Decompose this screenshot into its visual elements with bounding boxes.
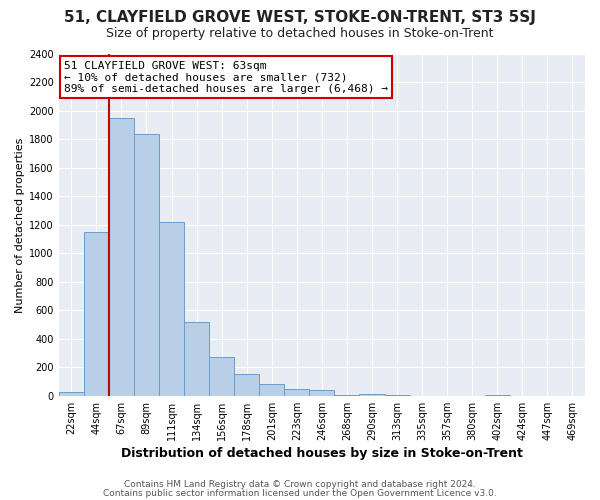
Bar	[385, 395, 410, 396]
Bar	[485, 395, 510, 396]
Bar	[234, 374, 259, 396]
Text: 51, CLAYFIELD GROVE WEST, STOKE-ON-TRENT, ST3 5SJ: 51, CLAYFIELD GROVE WEST, STOKE-ON-TRENT…	[64, 10, 536, 25]
Bar	[109, 118, 134, 396]
Bar	[259, 384, 284, 396]
Bar	[134, 134, 159, 396]
Bar	[310, 390, 334, 396]
Bar	[284, 388, 310, 396]
Bar	[59, 392, 84, 396]
Bar	[184, 322, 209, 396]
Bar	[84, 232, 109, 396]
Text: Size of property relative to detached houses in Stoke-on-Trent: Size of property relative to detached ho…	[106, 28, 494, 40]
Bar	[209, 356, 234, 396]
X-axis label: Distribution of detached houses by size in Stoke-on-Trent: Distribution of detached houses by size …	[121, 447, 523, 460]
Text: 51 CLAYFIELD GROVE WEST: 63sqm
← 10% of detached houses are smaller (732)
89% of: 51 CLAYFIELD GROVE WEST: 63sqm ← 10% of …	[64, 61, 388, 94]
Bar	[334, 395, 359, 396]
Bar	[159, 222, 184, 396]
Text: Contains public sector information licensed under the Open Government Licence v3: Contains public sector information licen…	[103, 488, 497, 498]
Y-axis label: Number of detached properties: Number of detached properties	[15, 137, 25, 312]
Text: Contains HM Land Registry data © Crown copyright and database right 2024.: Contains HM Land Registry data © Crown c…	[124, 480, 476, 489]
Bar	[359, 394, 385, 396]
